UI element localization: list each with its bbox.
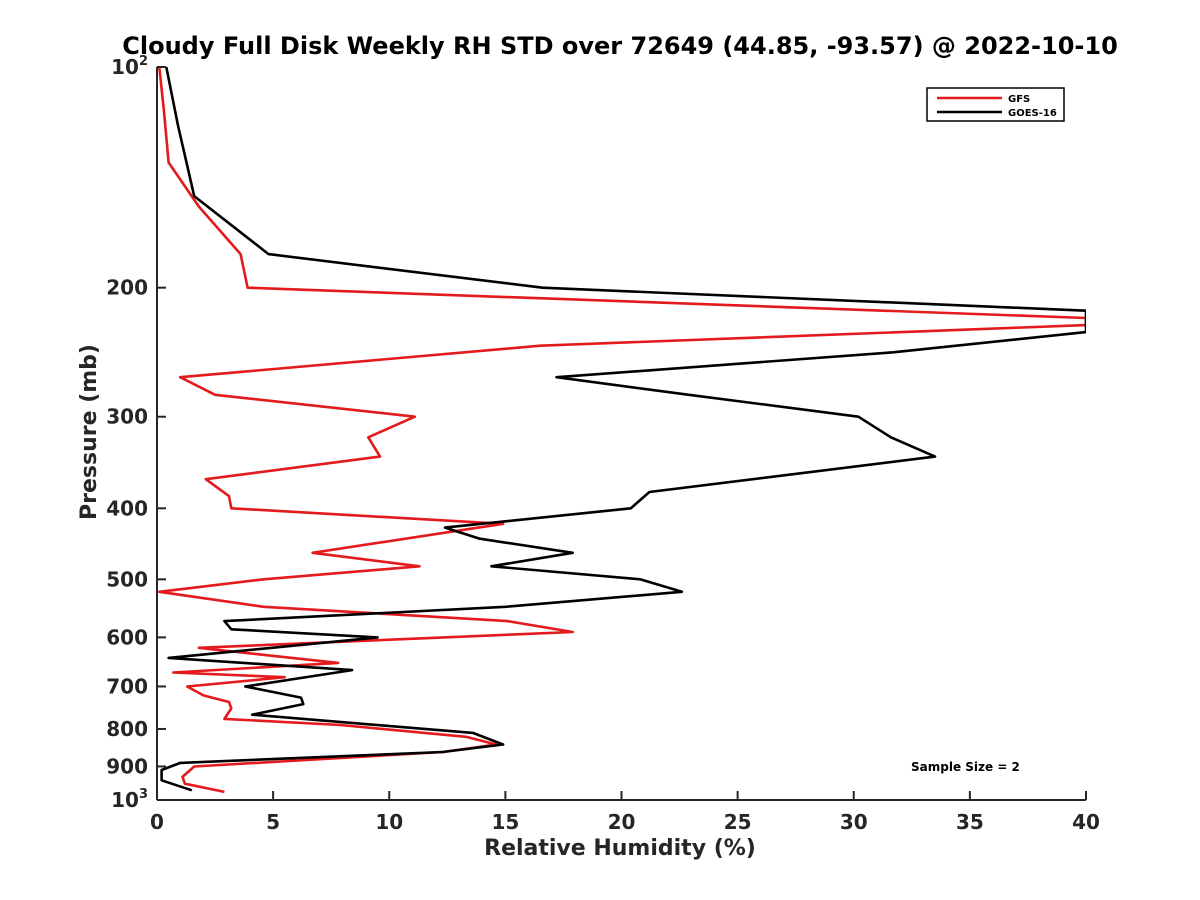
y-tick-label: 300 [106,405,148,429]
x-tick-label: 5 [266,810,280,834]
series-line-goes-16 [160,66,1086,792]
series-line-gfs [158,66,1086,794]
y-axis: 102 200 300 400 500 600 700 800 900 103 [106,54,166,812]
plot-lines [158,66,1086,794]
x-tick-label: 0 [150,810,164,834]
chart-title: Cloudy Full Disk Weekly RH STD over 7264… [122,32,1118,60]
x-tick-label: 25 [724,810,752,834]
y-tick-label: 800 [106,717,148,741]
legend-label: GOES-16 [1008,108,1057,119]
x-tick-label: 40 [1072,810,1100,834]
x-tick-label: 20 [608,810,636,834]
y-tick-label: 200 [106,276,148,300]
x-tick-label: 10 [375,810,403,834]
x-tick-label: 30 [840,810,868,834]
x-axis-label: Relative Humidity (%) [484,836,756,861]
sample-size-annotation: Sample Size = 2 [911,760,1020,774]
y-tick-label: 700 [106,674,148,698]
y-axis-label: Pressure (mb) [77,344,102,520]
y-tick-label: 400 [106,496,148,520]
x-axis: 0 5 10 15 20 25 30 35 40 [150,791,1100,834]
y-tick-label: 500 [106,567,148,591]
x-tick-label: 35 [956,810,984,834]
legend-box [926,87,1065,122]
y-tick-label: 600 [106,625,148,649]
y-tick-label: 102 [111,54,148,79]
y-tick-label: 103 [111,787,148,812]
x-tick-label: 15 [491,810,519,834]
legend-label: GFS [1008,94,1030,105]
legend: GFS GOES-16 [926,87,1065,122]
y-tick-label: 900 [106,754,148,778]
